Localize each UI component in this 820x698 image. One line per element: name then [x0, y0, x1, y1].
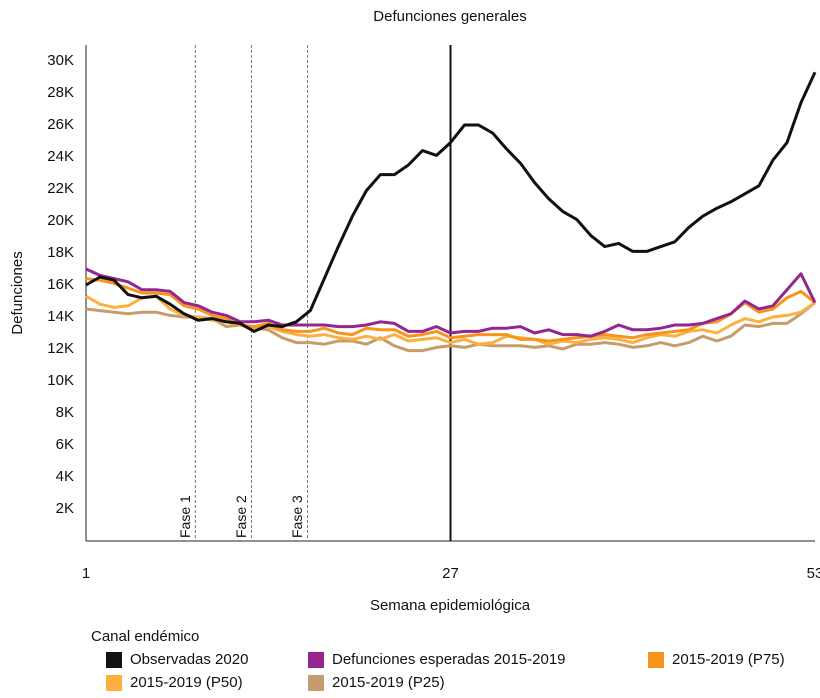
y-tick-label: 24K [47, 148, 74, 165]
y-tick-label: 28K [47, 84, 74, 101]
y-tick-label: 12K [47, 340, 74, 357]
y-tick-label: 6K [56, 436, 74, 453]
legend-swatch [106, 652, 122, 668]
x-tick-label: 53 [807, 565, 820, 582]
x-tick-label: 1 [82, 565, 90, 582]
y-tick-label: 4K [56, 468, 74, 485]
x-axis-label: Semana epidemiológica [370, 597, 531, 614]
legend-label: 2015-2019 (P25) [332, 674, 445, 691]
y-axis-label: Defunciones [9, 251, 26, 334]
y-tick-label: 26K [47, 116, 74, 133]
y-tick-label: 18K [47, 244, 74, 261]
legend-swatch [308, 652, 324, 668]
phase-label: Fase 3 [289, 495, 305, 538]
y-tick-label: 2K [56, 500, 74, 517]
y-tick-label: 14K [47, 308, 74, 325]
series-line [85, 267, 817, 338]
legend-label: 2015-2019 (P75) [672, 651, 785, 668]
series-line [85, 71, 817, 333]
y-tick-label: 22K [47, 180, 74, 197]
legend-swatch [308, 675, 324, 691]
x-tick-label: 27 [442, 565, 459, 582]
phase-label: Fase 1 [177, 495, 193, 538]
legend-swatch [648, 652, 664, 668]
y-tick-label: 10K [47, 372, 74, 389]
phase-label: Fase 2 [233, 495, 249, 538]
y-tick-label: 30K [47, 52, 74, 69]
legend-swatch [106, 675, 122, 691]
legend-label: Observadas 2020 [130, 651, 248, 668]
chart-title: Defunciones generales [373, 8, 526, 25]
legend-label: Defunciones esperadas 2015-2019 [332, 651, 566, 668]
y-tick-label: 8K [56, 404, 74, 421]
legend-title: Canal endémico [91, 628, 199, 645]
y-tick-label: 16K [47, 276, 74, 293]
legend-label: 2015-2019 (P50) [130, 674, 243, 691]
series-line [85, 277, 816, 343]
y-tick-label: 20K [47, 212, 74, 229]
